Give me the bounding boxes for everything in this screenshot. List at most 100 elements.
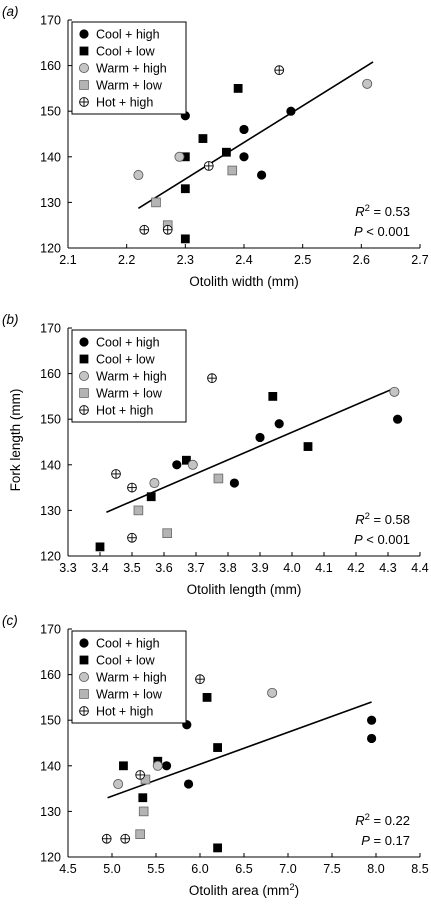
data-point — [239, 124, 249, 135]
x-tick-label: 2.2 — [118, 253, 135, 267]
legend-box — [71, 21, 187, 115]
data-point — [127, 482, 137, 493]
data-point — [202, 693, 212, 702]
x-tick-label: 4.1 — [315, 561, 332, 575]
x-tick-label: 5.0 — [103, 862, 120, 876]
data-point — [162, 528, 173, 538]
data-point — [111, 469, 121, 479]
y-tick-label: 170 — [40, 623, 61, 637]
legend-marker — [79, 97, 89, 107]
legend-entry: Warm + low — [96, 688, 163, 702]
legend-entry: Warm + high — [96, 671, 167, 685]
legend-marker — [79, 337, 89, 347]
x-tick-label: 4.0 — [283, 561, 300, 575]
data-point — [119, 761, 128, 771]
x-tick-label: 3.6 — [155, 561, 172, 575]
data-point — [367, 733, 377, 744]
data-point — [113, 779, 124, 790]
data-point — [133, 505, 144, 516]
data-point — [303, 442, 313, 451]
data-point — [227, 165, 238, 176]
legend-entry: Warm + low — [96, 79, 163, 93]
x-tick-label: 3.8 — [219, 561, 236, 575]
legend-box — [71, 329, 187, 423]
stat-annotation: R2 = 0.58 — [355, 511, 410, 527]
legend-marker — [79, 46, 89, 56]
legend-marker — [79, 638, 89, 648]
y-tick-label: 160 — [40, 668, 61, 682]
x-tick-label: 3.5 — [123, 561, 140, 575]
legend-entry: Hot + high — [96, 705, 153, 719]
data-point — [135, 770, 146, 780]
x-tick-label: 2.5 — [294, 253, 311, 267]
x-tick-label: 4.2 — [347, 561, 364, 575]
legend-marker — [79, 405, 89, 415]
legend-entry: Hot + high — [96, 96, 153, 110]
data-point — [222, 147, 231, 157]
data-point — [229, 478, 239, 488]
data-point — [138, 793, 148, 803]
legend-marker — [79, 370, 90, 381]
data-point — [239, 152, 249, 162]
legend-entry: Cool + high — [96, 637, 160, 651]
data-point — [149, 478, 160, 489]
scatter-panel-b: (b) 120 130 140 150 160 170 3.3 3.4 3.5 3.6 3.7 3.8 3… — [2, 312, 429, 597]
scatter-panel-c: (c) 120 130 140 150 160 170 4.5 5.0 5.5 6.0 6.5 7.0 7… — [2, 613, 429, 898]
data-point — [95, 542, 105, 552]
y-tick-label: 160 — [40, 59, 61, 73]
fork-length-axis-label: Fork length (mm) — [8, 389, 23, 492]
data-point — [120, 833, 131, 844]
data-point — [393, 414, 403, 424]
y-tick-label: 130 — [40, 504, 61, 518]
data-point — [180, 234, 190, 244]
y-tick-label: 170 — [40, 14, 61, 28]
x-tick-label: 2.3 — [177, 253, 194, 267]
data-point — [203, 161, 214, 171]
data-point — [162, 224, 173, 235]
data-point — [172, 460, 182, 470]
data-point — [389, 386, 400, 397]
x-tick-label: 7.5 — [323, 862, 340, 876]
legend-entry: Cool + low — [96, 353, 156, 367]
data-point — [138, 806, 149, 817]
data-point — [362, 78, 373, 89]
data-point — [133, 170, 144, 181]
legend-marker — [79, 354, 89, 364]
y-tick-label: 130 — [40, 196, 61, 210]
x-tick-label: 4.4 — [411, 561, 428, 575]
y-tick-label: 150 — [40, 413, 61, 427]
stat-annotation: P = 0.17 — [361, 833, 410, 848]
x-tick-label: 3.7 — [187, 561, 204, 575]
legend-entry: Warm + low — [96, 387, 163, 401]
panel-label: (a) — [2, 4, 19, 19]
x-tick-label: 6.0 — [191, 862, 208, 876]
y-tick-label: 130 — [40, 805, 61, 819]
data-point — [101, 833, 112, 844]
legend-marker — [79, 80, 89, 90]
data-point — [255, 432, 265, 443]
legend-marker — [79, 29, 89, 39]
legend-entry: Warm + high — [96, 62, 167, 76]
y-tick-label: 120 — [40, 851, 61, 865]
data-point — [174, 151, 185, 162]
data-point — [161, 761, 172, 771]
x-tick-label: 3.3 — [59, 561, 76, 575]
x-tick-label: 3.4 — [91, 561, 108, 575]
x-tick-label: 6.5 — [235, 862, 252, 876]
x-tick-label: 8.5 — [411, 862, 428, 876]
data-point — [180, 152, 190, 162]
legend-marker — [79, 388, 89, 398]
stat-annotation: R2 = 0.22 — [355, 812, 410, 828]
legend-marker — [79, 63, 90, 74]
legend-marker — [79, 655, 89, 665]
x-tick-label: 4.5 — [59, 862, 76, 876]
data-point — [274, 419, 284, 429]
x-tick-label: 2.1 — [59, 253, 76, 267]
legend-entry: Warm + high — [96, 370, 167, 384]
x-axis-label: Otolith area (mm2) — [189, 882, 299, 898]
panel-label: (b) — [2, 312, 19, 327]
legend: Cool + high Cool + low Warm + high Warm + l… — [71, 630, 187, 724]
legend-entry: Hot + high — [96, 404, 153, 418]
legend-marker — [79, 672, 90, 683]
